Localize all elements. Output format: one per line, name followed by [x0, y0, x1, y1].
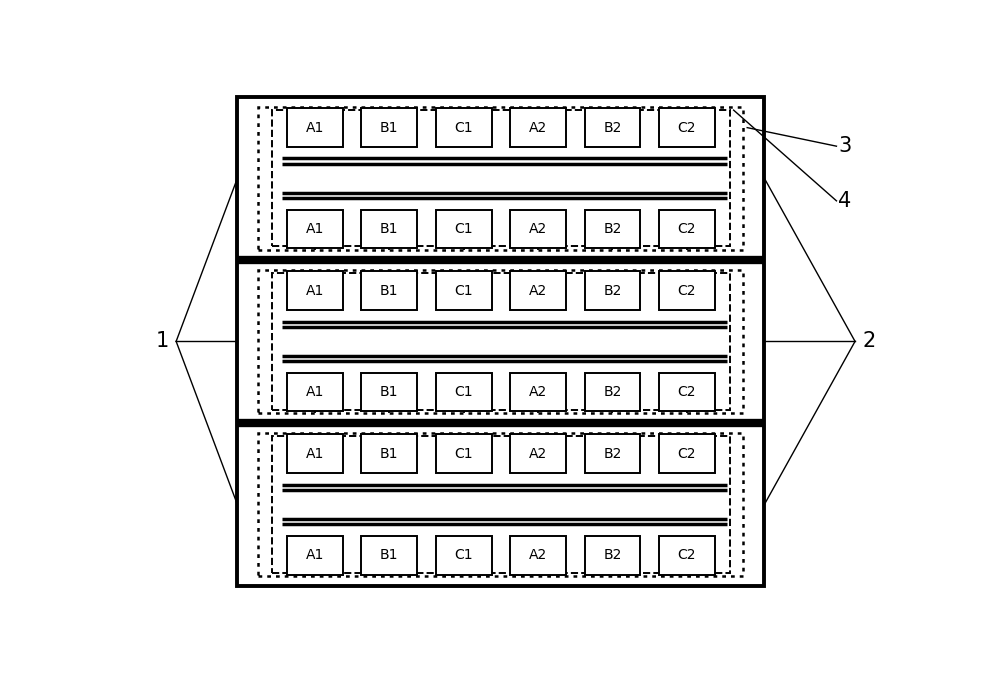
- Text: B2: B2: [603, 385, 622, 399]
- Text: C1: C1: [454, 120, 473, 135]
- Text: A1: A1: [306, 120, 324, 135]
- Bar: [237, 97, 764, 586]
- Text: 2: 2: [862, 331, 876, 352]
- Text: B1: B1: [380, 120, 399, 135]
- Bar: [510, 271, 566, 310]
- Text: C2: C2: [677, 548, 696, 562]
- Bar: [585, 210, 640, 248]
- Text: C2: C2: [677, 284, 696, 297]
- Text: C1: C1: [454, 548, 473, 562]
- Text: A2: A2: [529, 284, 547, 297]
- Text: A1: A1: [306, 284, 324, 297]
- Bar: [510, 435, 566, 473]
- Bar: [436, 108, 492, 147]
- Text: B1: B1: [380, 222, 399, 236]
- Text: 3: 3: [838, 136, 851, 156]
- Bar: [659, 536, 715, 575]
- Bar: [436, 372, 492, 412]
- Bar: [585, 271, 640, 310]
- Bar: [436, 271, 492, 310]
- Text: A1: A1: [306, 548, 324, 562]
- Bar: [659, 435, 715, 473]
- Text: A2: A2: [529, 447, 547, 461]
- Bar: [585, 372, 640, 412]
- Text: B1: B1: [380, 385, 399, 399]
- Text: A2: A2: [529, 385, 547, 399]
- Text: A1: A1: [306, 447, 324, 461]
- Bar: [436, 210, 492, 248]
- Bar: [510, 372, 566, 412]
- Text: C1: C1: [454, 284, 473, 297]
- Text: A2: A2: [529, 548, 547, 562]
- Bar: [510, 108, 566, 147]
- Bar: [510, 210, 566, 248]
- Bar: [585, 536, 640, 575]
- Text: A1: A1: [306, 222, 324, 236]
- Bar: [287, 372, 343, 412]
- Text: A1: A1: [306, 385, 324, 399]
- Bar: [287, 435, 343, 473]
- Bar: [585, 108, 640, 147]
- Text: C1: C1: [454, 385, 473, 399]
- Text: B2: B2: [603, 447, 622, 461]
- Bar: [272, 110, 730, 247]
- Bar: [659, 372, 715, 412]
- Text: C1: C1: [454, 447, 473, 461]
- Text: B2: B2: [603, 222, 622, 236]
- Text: B2: B2: [603, 120, 622, 135]
- Text: B2: B2: [603, 284, 622, 297]
- Bar: [361, 271, 417, 310]
- Bar: [659, 271, 715, 310]
- Bar: [659, 210, 715, 248]
- Text: B1: B1: [380, 548, 399, 562]
- Bar: [287, 271, 343, 310]
- Text: C2: C2: [677, 120, 696, 135]
- Bar: [287, 210, 343, 248]
- Text: C1: C1: [454, 222, 473, 236]
- Bar: [258, 270, 743, 413]
- Bar: [510, 536, 566, 575]
- Text: C2: C2: [677, 447, 696, 461]
- Bar: [361, 536, 417, 575]
- Bar: [436, 435, 492, 473]
- Bar: [258, 107, 743, 250]
- Text: 4: 4: [838, 191, 851, 211]
- Text: B1: B1: [380, 284, 399, 297]
- Bar: [361, 372, 417, 412]
- Text: 1: 1: [156, 331, 169, 352]
- Text: C2: C2: [677, 222, 696, 236]
- Bar: [361, 435, 417, 473]
- Bar: [659, 108, 715, 147]
- Bar: [585, 435, 640, 473]
- Text: B2: B2: [603, 548, 622, 562]
- Bar: [258, 433, 743, 576]
- Bar: [436, 536, 492, 575]
- Text: C2: C2: [677, 385, 696, 399]
- Bar: [361, 108, 417, 147]
- Text: A2: A2: [529, 120, 547, 135]
- Bar: [361, 210, 417, 248]
- Text: B1: B1: [380, 447, 399, 461]
- Bar: [287, 536, 343, 575]
- Bar: [272, 436, 730, 573]
- Bar: [287, 108, 343, 147]
- Bar: [272, 273, 730, 410]
- Text: A2: A2: [529, 222, 547, 236]
